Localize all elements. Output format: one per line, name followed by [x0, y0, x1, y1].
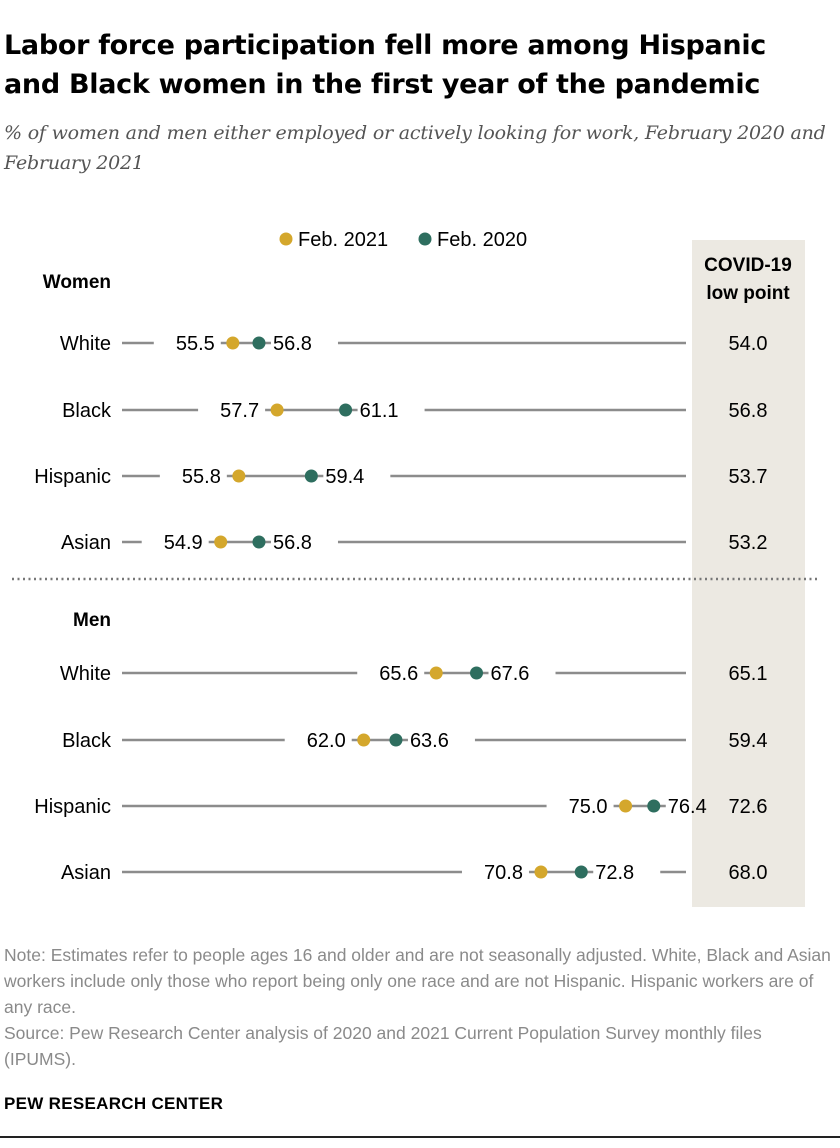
chart-notes: Note: Estimates refer to people ages 16 … — [4, 942, 838, 1072]
legend-dot-feb2020 — [418, 232, 432, 246]
dot-feb2021-women-asian — [214, 535, 228, 549]
value-label-feb2021-men-white: 65.6 — [379, 663, 418, 685]
legend-dot-feb2021 — [279, 232, 293, 246]
category-label-women-white: White — [60, 333, 111, 355]
value-label-feb2021-men-hispanic: 75.0 — [569, 796, 608, 818]
group-label-women: Women — [43, 272, 111, 293]
value-label-feb2020-men-asian: 72.8 — [595, 862, 634, 884]
chart-title: Labor force participation fell more amon… — [4, 30, 766, 100]
category-label-women-black: Black — [62, 400, 112, 422]
dot-feb2020-men-asian — [574, 865, 588, 879]
dot-feb2020-women-black — [339, 403, 353, 417]
note-text: Note: Estimates refer to people ages 16 … — [4, 945, 831, 1017]
dot-feb2020-men-hispanic — [647, 799, 661, 813]
low-point-value-women-hispanic: 53.7 — [729, 466, 768, 488]
low-point-value-men-hispanic: 72.6 — [729, 796, 768, 818]
dot-feb2020-women-white — [252, 336, 266, 350]
category-label-women-hispanic: Hispanic — [34, 466, 111, 488]
brand-name: PEW RESEARCH CENTER — [4, 1094, 224, 1113]
group-label-men: Men — [73, 610, 111, 631]
dot-feb2021-men-hispanic — [619, 799, 633, 813]
category-label-men-black: Black — [62, 730, 112, 752]
dot-feb2021-men-black — [357, 733, 371, 747]
value-label-feb2021-men-black: 62.0 — [307, 730, 346, 752]
low-point-value-women-white: 54.0 — [729, 333, 768, 355]
category-label-women-asian: Asian — [61, 532, 111, 554]
dot-plot-chart: COVID-19 low point Feb. 2021 Feb. 2020 Women… — [12, 229, 820, 907]
dot-feb2021-women-black — [270, 403, 284, 417]
value-label-feb2020-women-hispanic: 59.4 — [325, 466, 364, 488]
dot-feb2020-men-black — [389, 733, 403, 747]
low-point-value-men-black: 59.4 — [729, 730, 768, 752]
value-label-feb2020-women-black: 61.1 — [360, 400, 399, 422]
column-header-line-1: COVID-19 — [704, 255, 792, 276]
low-point-value-women-asian: 53.2 — [729, 532, 768, 554]
value-label-feb2020-women-white: 56.8 — [273, 333, 312, 355]
chart-subtitle: % of women and men either employed or ac… — [4, 122, 826, 174]
legend-label-feb2021: Feb. 2021 — [298, 229, 388, 251]
value-label-feb2021-women-black: 57.7 — [220, 400, 259, 422]
legend-label-feb2020: Feb. 2020 — [437, 229, 527, 251]
source-text: Source: Pew Research Center analysis of … — [4, 1023, 762, 1069]
value-label-feb2021-women-hispanic: 55.8 — [182, 466, 221, 488]
dot-feb2021-men-asian — [534, 865, 548, 879]
low-point-value-men-white: 65.1 — [729, 663, 768, 685]
dot-feb2020-women-hispanic — [304, 469, 318, 483]
dot-feb2020-men-white — [470, 666, 484, 680]
category-label-men-hispanic: Hispanic — [34, 796, 111, 818]
value-label-feb2021-women-asian: 54.9 — [164, 532, 203, 554]
category-label-men-asian: Asian — [61, 862, 111, 884]
category-label-men-white: White — [60, 663, 111, 685]
low-point-value-women-black: 56.8 — [729, 400, 768, 422]
value-label-feb2021-women-white: 55.5 — [176, 333, 215, 355]
value-label-feb2020-women-asian: 56.8 — [273, 532, 312, 554]
dot-feb2021-women-hispanic — [232, 469, 246, 483]
column-header-line-2: low point — [706, 283, 790, 304]
footer-rule — [0, 1136, 840, 1138]
low-point-value-men-asian: 68.0 — [729, 862, 768, 884]
covid-low-point-column — [692, 240, 805, 907]
dot-feb2021-women-white — [226, 336, 240, 350]
value-label-feb2020-men-white: 67.6 — [491, 663, 530, 685]
value-label-feb2020-men-hispanic: 76.4 — [668, 796, 707, 818]
value-label-feb2020-men-black: 63.6 — [410, 730, 449, 752]
value-label-feb2021-men-asian: 70.8 — [484, 862, 523, 884]
dot-feb2020-women-asian — [252, 535, 266, 549]
dot-feb2021-men-white — [429, 666, 443, 680]
